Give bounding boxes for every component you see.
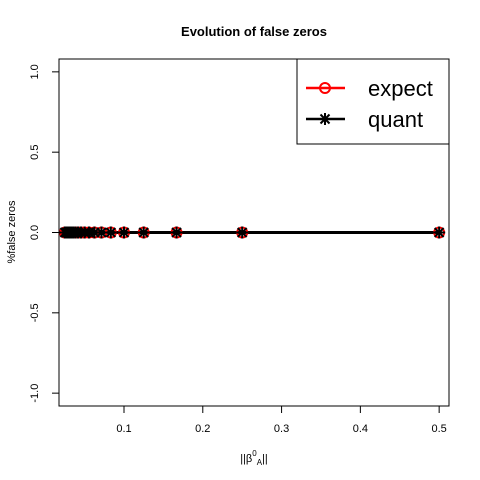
point-quant <box>104 226 117 239</box>
x-axis-label-sup: 0 <box>252 449 257 458</box>
chart-title: Evolution of false zeros <box>181 24 327 39</box>
point-quant <box>137 226 150 239</box>
x-tick-label: 0.1 <box>116 423 131 435</box>
x-axis-label-base: ||β <box>240 453 252 465</box>
y-tick-label: -1.0 <box>29 384 41 403</box>
legend-quant-label: quant <box>368 107 423 132</box>
y-tick-label: 1.0 <box>29 64 41 79</box>
y-axis-label: %false zeros <box>6 200 18 263</box>
point-quant <box>58 226 71 239</box>
x-tick-label: 0.5 <box>432 423 447 435</box>
point-quant <box>170 226 183 239</box>
y-tick-label: 0.5 <box>29 145 41 160</box>
y-tick-label: 0.0 <box>29 225 41 240</box>
x-tick-label: 0.3 <box>274 423 289 435</box>
legend-expect-marker <box>319 82 331 94</box>
legend-expect-label: expect <box>368 76 433 101</box>
x-axis-label-sub: A <box>257 458 263 467</box>
point-quant <box>236 226 249 239</box>
legend: expect quant <box>296 58 450 145</box>
y-tick-label: -0.5 <box>29 303 41 322</box>
x-axis-label-end: || <box>262 453 268 465</box>
plot-marks <box>58 226 446 239</box>
x-tick-label: 0.2 <box>195 423 210 435</box>
x-axis-label: ||β0A|| <box>240 449 268 467</box>
y-axis: -1.0 -0.5 0.0 0.5 1.0 <box>29 64 60 403</box>
legend-box <box>296 58 450 145</box>
x-axis: 0.1 0.2 0.3 0.4 0.5 <box>116 405 447 435</box>
legend-quant-marker <box>319 113 331 125</box>
point-quant <box>433 226 446 239</box>
x-tick-label: 0.4 <box>353 423 368 435</box>
point-quant <box>118 226 130 239</box>
